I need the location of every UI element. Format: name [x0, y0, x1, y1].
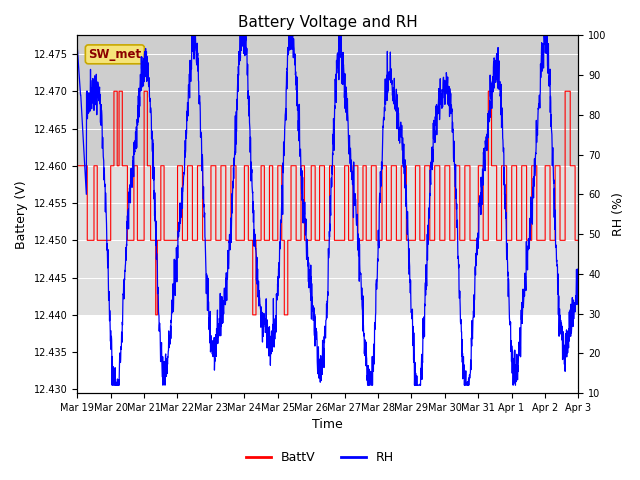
- Bar: [77, 166, 579, 315]
- Y-axis label: RH (%): RH (%): [612, 192, 625, 236]
- Text: SW_met: SW_met: [88, 48, 141, 61]
- Bar: [77, 36, 579, 166]
- Y-axis label: Battery (V): Battery (V): [15, 180, 28, 249]
- Title: Battery Voltage and RH: Battery Voltage and RH: [238, 15, 418, 30]
- X-axis label: Time: Time: [312, 419, 343, 432]
- Legend: BattV, RH: BattV, RH: [241, 446, 399, 469]
